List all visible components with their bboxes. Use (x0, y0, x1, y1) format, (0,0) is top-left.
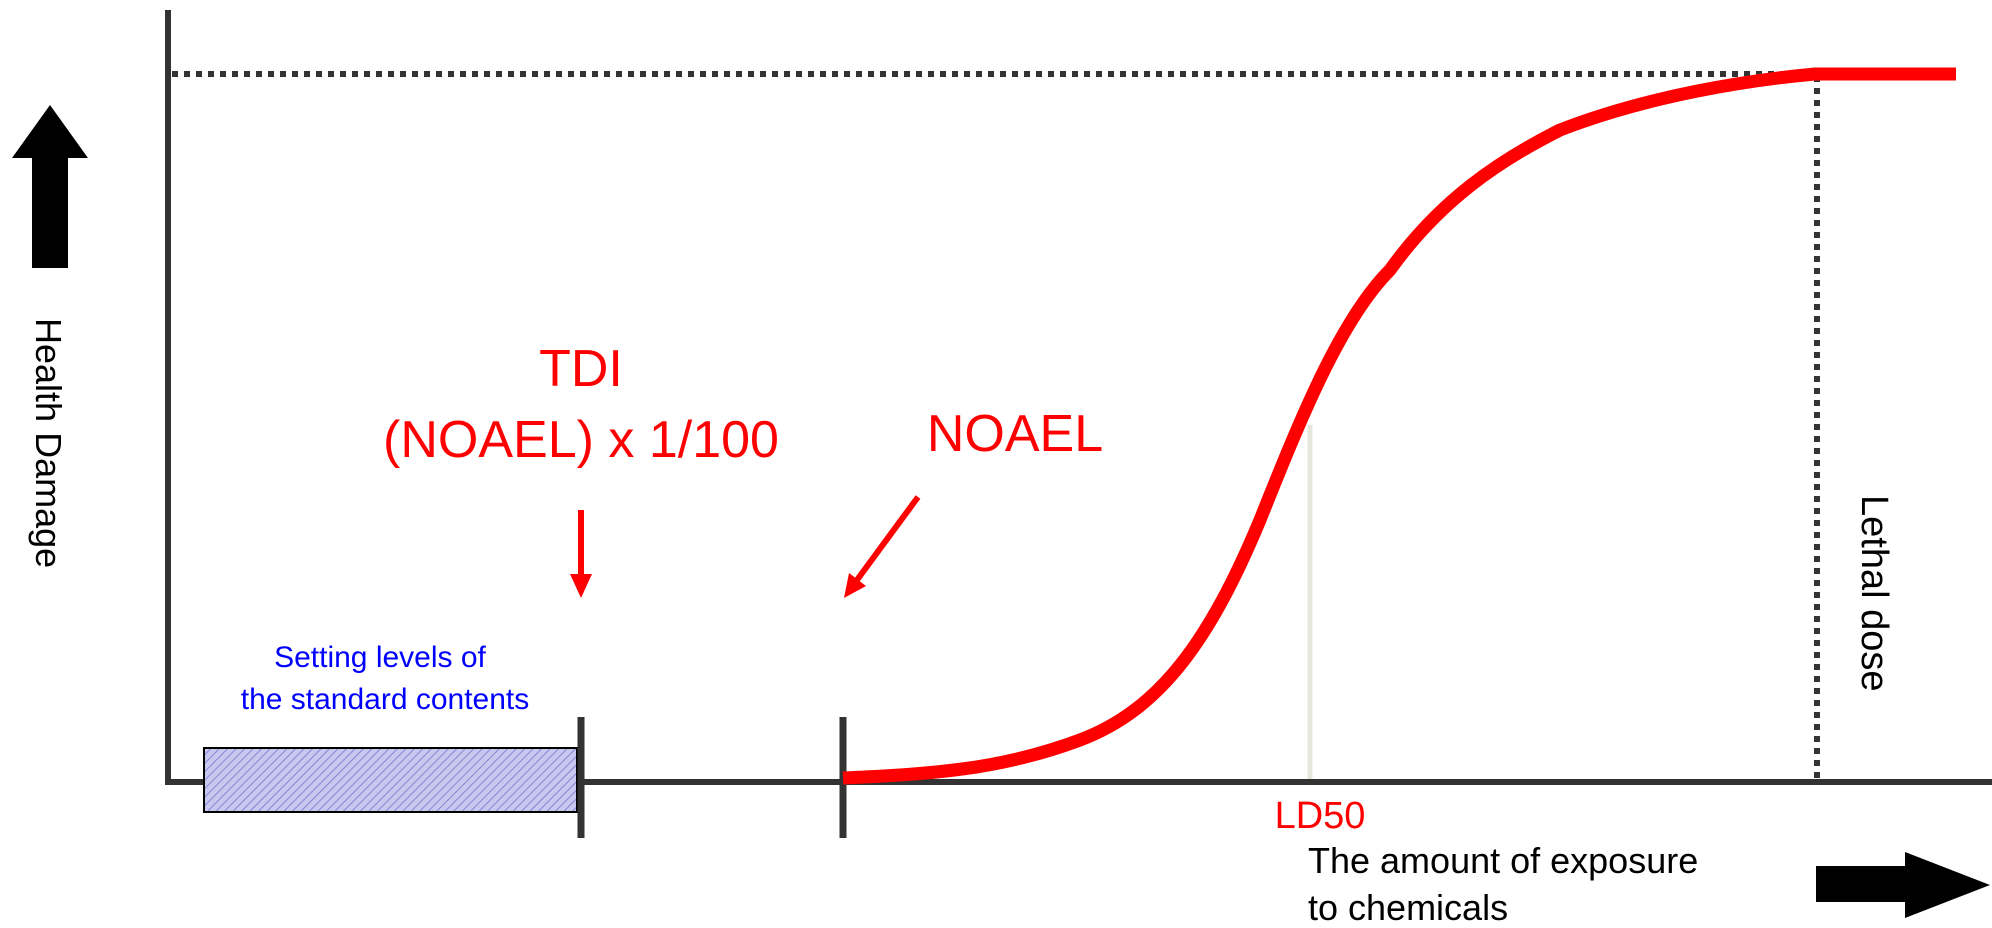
dose-response-curve (842, 67, 1956, 785)
right-arrow-icon (1816, 852, 1990, 918)
x-axis-label-line2: to chemicals (1308, 887, 1508, 928)
noael-label: NOAEL (927, 405, 1103, 463)
tdi-formula-label: (NOAEL) x 1/100 (383, 411, 779, 469)
standard-contents-band (203, 747, 578, 813)
standard-contents-label-line2: the standard contents (241, 683, 530, 716)
x-axis-label-line1: The amount of exposure (1308, 840, 1698, 881)
lethal-dose-label: Lethal dose (1853, 495, 1895, 692)
y-axis-label: Health Damage (28, 318, 69, 568)
ld50-label: LD50 (1275, 795, 1366, 837)
tdi-label: TDI (539, 340, 623, 398)
tdi-arrow-icon (570, 510, 592, 598)
up-arrow-icon (12, 105, 88, 268)
standard-contents-label-line1: Setting levels of (274, 641, 486, 674)
noael-arrow-icon (844, 495, 921, 598)
